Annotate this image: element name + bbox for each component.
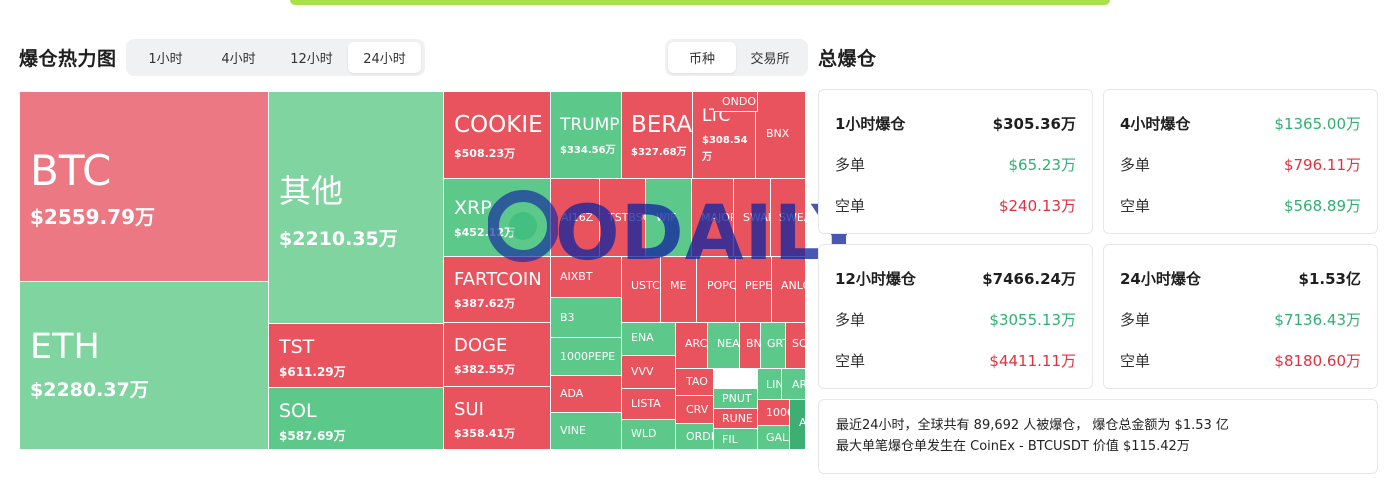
treemap-cell-cookie[interactable]: COOKIE $508.23万 (444, 92, 551, 179)
treemap-cell-a[interactable]: A (790, 400, 806, 450)
treemap-cell-sol[interactable]: SOL $587.69万 (269, 388, 444, 450)
treemap-cell-others[interactable]: 其他 $2210.35万 (269, 92, 444, 324)
short-label: 空单 (835, 352, 866, 370)
tab-exchange[interactable]: 交易所 (750, 52, 790, 67)
short-value: $568.89万 (1283, 197, 1361, 215)
long-label: 多单 (1120, 311, 1151, 329)
treemap-cell-popcat[interactable]: POPCAT (697, 257, 736, 323)
tab-coin[interactable]: 币种 (668, 42, 736, 73)
card-4h: 4小时爆仓 $1365.00万 多单 $796.11万 空单 $568.89万 (1103, 89, 1378, 234)
treemap-cell-trump[interactable]: TRUMP $334.56万 (551, 92, 622, 179)
treemap-cell-eth[interactable]: ETH $2280.37万 (20, 282, 269, 450)
tab-1h[interactable]: 1小时 (148, 52, 183, 67)
short-label: 空单 (1120, 352, 1151, 370)
treemap-cell-ena[interactable]: ENA (622, 323, 676, 356)
short-value: $4411.11万 (989, 352, 1076, 370)
long-label: 多单 (835, 311, 866, 329)
card-24h: 24小时爆仓 $1.53亿 多单 $7136.43万 空单 $8180.60万 (1103, 244, 1378, 389)
short-label: 空单 (835, 197, 866, 215)
tab-12h[interactable]: 12小时 (290, 52, 333, 67)
treemap-cell-1000[interactable]: 1000 (758, 400, 790, 426)
card-total: $1365.00万 (1274, 115, 1361, 133)
long-label: 多单 (835, 156, 866, 174)
treemap-cell-major[interactable]: MAJOR (692, 179, 734, 257)
treemap-cell-arc[interactable]: ARC (676, 323, 708, 369)
short-value: $240.13万 (998, 197, 1076, 215)
treemap-cell-anlog[interactable]: ANLOG (772, 257, 806, 323)
group-by-tabs: 币种 交易所 (665, 39, 808, 76)
treemap-cell-solv[interactable]: SOLV (786, 323, 806, 369)
treemap-cell-vvv[interactable]: VVV (622, 356, 676, 389)
treemap-cell-1000pepe[interactable]: 1000PEPE (551, 338, 622, 376)
card-total: $305.36万 (992, 115, 1076, 133)
heatmap-title: 爆仓热力图 (19, 48, 117, 70)
treemap-cell-lista[interactable]: LISTA (622, 389, 676, 420)
treemap-cell-vine[interactable]: VINE (551, 413, 622, 450)
treemap-cell-arb[interactable]: ARB (782, 369, 806, 400)
treemap-cell-bnx[interactable]: BNX (756, 92, 806, 179)
treemap-cell-fil[interactable]: FIL (714, 429, 758, 450)
long-label: 多单 (1120, 156, 1151, 174)
treemap-cell-swarms[interactable]: SWARMS (734, 179, 771, 257)
tab-4h[interactable]: 4小时 (221, 52, 256, 67)
treemap-cell-pepe[interactable]: PEPE (736, 257, 772, 323)
card-12h: 12小时爆仓 $7466.24万 多单 $3055.13万 空单 $4411.11万 (818, 244, 1093, 389)
treemap-cell-crv[interactable]: CRV (676, 396, 714, 424)
liquidation-treemap: BTC $2559.79万 ETH $2280.37万 其他 $2210.35万… (20, 92, 806, 450)
treemap-cell-bnb[interactable]: BNB (740, 323, 761, 369)
treemap-cell-link[interactable]: LINK (758, 369, 782, 400)
treemap-cell-me[interactable]: ME (661, 257, 697, 323)
card-label: 12小时爆仓 (835, 270, 916, 288)
treemap-cell-grt[interactable]: GRT (761, 323, 786, 369)
card-total: $7466.24万 (982, 270, 1076, 288)
treemap-cell-tstbsc[interactable]: TSTBSC (600, 179, 646, 257)
treemap-cell-b3[interactable]: B3 (551, 298, 622, 338)
treemap-cell-sui[interactable]: SUI $358.41万 (444, 387, 551, 450)
treemap-cell-wld[interactable]: WLD (622, 420, 676, 450)
summary-box: 最近24小时，全球共有 89,692 人被爆仓， 爆仓总金额为 $1.53 亿 … (818, 399, 1378, 474)
short-value: $8180.60万 (1274, 352, 1361, 370)
summary-line-2: 最大单笔爆仓单发生在 CoinEx - BTCUSDT 价值 $115.42万 (836, 439, 1190, 454)
treemap-cell-ordi[interactable]: ORDI (676, 424, 714, 450)
treemap-cell-sweat[interactable]: SWEAT (771, 179, 806, 257)
card-total: $1.53亿 (1298, 270, 1361, 288)
treemap-cell-pnut[interactable]: PNUT (714, 389, 758, 409)
treemap-cell-rune[interactable]: RUNE (714, 409, 758, 429)
treemap-cell-tao[interactable]: TAO (676, 369, 714, 396)
long-value: $7136.43万 (1274, 311, 1361, 329)
treemap-cell-near[interactable]: NEAR (708, 323, 740, 369)
treemap-cell-ada[interactable]: ADA (551, 376, 622, 413)
card-1h: 1小时爆仓 $305.36万 多单 $65.23万 空单 $240.13万 (818, 89, 1093, 234)
treemap-cell-ondo[interactable]: ONDO (714, 92, 758, 112)
treemap-cell-fartcoin[interactable]: FARTCOIN $387.62万 (444, 257, 551, 323)
treemap-cell-aixbt[interactable]: AIXBT (551, 257, 622, 298)
summary-line-1: 最近24小时，全球共有 89,692 人被爆仓， 爆仓总金额为 $1.53 亿 (836, 418, 1229, 433)
time-range-tabs: 1小时 4小时 12小时 24小时 (126, 39, 425, 76)
totals-title: 总爆仓 (818, 48, 877, 70)
treemap-cell-btc[interactable]: BTC $2559.79万 (20, 92, 269, 282)
top-accent-bar (290, 0, 1110, 5)
card-label: 24小时爆仓 (1120, 270, 1201, 288)
long-value: $65.23万 (1008, 156, 1077, 174)
treemap-cell-xrp[interactable]: XRP $452.12万 (444, 179, 551, 257)
long-value: $796.11万 (1283, 156, 1361, 174)
treemap-cell-ustc[interactable]: USTC (622, 257, 661, 323)
treemap-cell-doge[interactable]: DOGE $382.55万 (444, 323, 551, 387)
treemap-cell-ai16z[interactable]: AI16Z (551, 179, 600, 257)
card-label: 1小时爆仓 (835, 115, 906, 133)
tab-24h[interactable]: 24小时 (348, 42, 421, 73)
short-label: 空单 (1120, 197, 1151, 215)
long-value: $3055.13万 (989, 311, 1076, 329)
treemap-cell-wif[interactable]: WIF (646, 179, 692, 257)
treemap-cell-bera[interactable]: BERA $327.68万 (622, 92, 693, 179)
treemap-cell-tst[interactable]: TST $611.29万 (269, 324, 444, 388)
card-label: 4小时爆仓 (1120, 115, 1191, 133)
